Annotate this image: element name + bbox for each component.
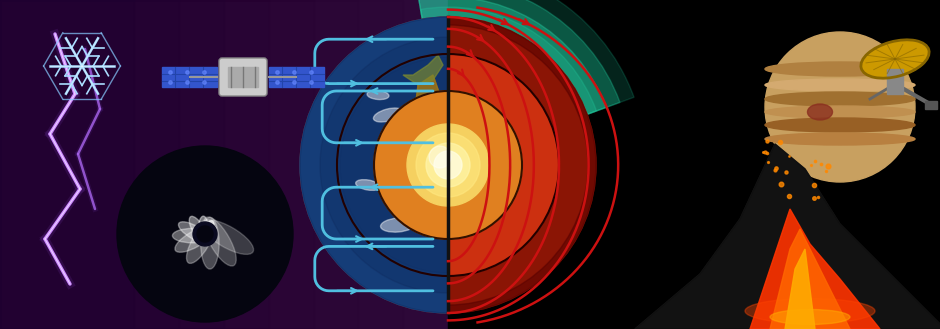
Bar <box>0 0 224 329</box>
Bar <box>0 0 269 329</box>
Bar <box>0 0 134 329</box>
Polygon shape <box>406 75 443 205</box>
Circle shape <box>434 151 462 179</box>
Bar <box>228 67 258 87</box>
Polygon shape <box>750 209 880 329</box>
Ellipse shape <box>198 216 209 246</box>
Bar <box>269 67 324 87</box>
Ellipse shape <box>204 217 236 266</box>
Polygon shape <box>785 249 815 329</box>
Wedge shape <box>448 54 559 276</box>
Ellipse shape <box>201 220 254 254</box>
Ellipse shape <box>198 220 213 243</box>
Polygon shape <box>635 144 940 329</box>
Ellipse shape <box>770 310 850 324</box>
Ellipse shape <box>355 180 381 190</box>
Bar <box>925 101 937 109</box>
Circle shape <box>193 222 217 246</box>
Circle shape <box>416 133 480 197</box>
Ellipse shape <box>196 227 216 240</box>
Ellipse shape <box>381 218 415 232</box>
Bar <box>162 67 217 87</box>
Circle shape <box>765 32 915 182</box>
Ellipse shape <box>765 92 915 106</box>
Ellipse shape <box>196 231 214 237</box>
Ellipse shape <box>765 133 915 145</box>
Bar <box>0 0 448 329</box>
Wedge shape <box>414 0 634 114</box>
Wedge shape <box>420 7 597 114</box>
Wedge shape <box>448 17 596 313</box>
Ellipse shape <box>765 106 915 118</box>
Bar <box>0 0 314 329</box>
Wedge shape <box>419 0 606 114</box>
Ellipse shape <box>408 131 428 139</box>
Polygon shape <box>406 75 443 205</box>
Ellipse shape <box>367 90 389 100</box>
Wedge shape <box>320 37 448 293</box>
Wedge shape <box>416 0 620 114</box>
Polygon shape <box>635 144 940 329</box>
Wedge shape <box>300 17 448 313</box>
Bar <box>0 0 403 329</box>
Ellipse shape <box>765 62 915 76</box>
Wedge shape <box>340 57 448 273</box>
Circle shape <box>429 146 451 168</box>
Ellipse shape <box>765 118 915 132</box>
Circle shape <box>117 146 293 322</box>
Bar <box>448 0 940 329</box>
Ellipse shape <box>179 222 212 243</box>
Polygon shape <box>770 229 850 329</box>
Wedge shape <box>300 17 448 313</box>
Ellipse shape <box>373 108 402 122</box>
Ellipse shape <box>807 104 833 120</box>
Bar <box>887 69 903 94</box>
Bar <box>0 0 180 329</box>
Circle shape <box>407 124 489 206</box>
Ellipse shape <box>175 226 214 252</box>
Circle shape <box>374 91 522 239</box>
Ellipse shape <box>172 228 213 243</box>
Ellipse shape <box>200 217 219 269</box>
Ellipse shape <box>186 221 214 264</box>
Circle shape <box>426 143 470 187</box>
Ellipse shape <box>861 40 929 78</box>
Circle shape <box>197 226 213 242</box>
Ellipse shape <box>765 79 915 91</box>
Ellipse shape <box>189 216 209 246</box>
Polygon shape <box>403 55 443 85</box>
Circle shape <box>300 17 596 313</box>
FancyBboxPatch shape <box>219 58 267 96</box>
Ellipse shape <box>745 298 875 323</box>
Bar <box>0 0 358 329</box>
Bar <box>0 0 448 329</box>
Polygon shape <box>430 95 446 125</box>
